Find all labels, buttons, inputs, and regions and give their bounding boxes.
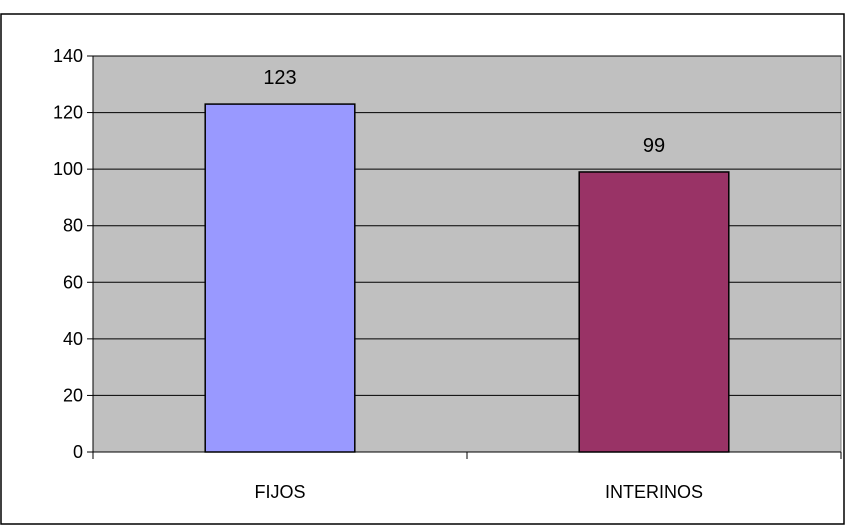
x-tick-label-fijos: FIJOS xyxy=(254,482,305,502)
y-tick-label: 60 xyxy=(63,272,83,292)
data-labels: 123 99 xyxy=(263,67,665,157)
y-tick-label: 80 xyxy=(63,216,83,236)
bar-fijos xyxy=(204,103,356,453)
data-label-fijos: 123 xyxy=(263,67,296,89)
bar-interinos xyxy=(578,171,730,453)
y-tick-label: 140 xyxy=(53,46,83,66)
y-tick-label: 120 xyxy=(53,103,83,123)
y-tick-label: 100 xyxy=(53,159,83,179)
x-axis: FIJOS INTERINOS xyxy=(92,451,842,502)
data-label-interinos: 99 xyxy=(643,135,665,157)
x-tick-label-interinos: INTERINOS xyxy=(605,482,703,502)
y-tick-label: 0 xyxy=(73,442,83,462)
y-axis: 0 20 40 60 80 100 120 140 xyxy=(53,46,94,462)
y-tick-label: 20 xyxy=(63,385,83,405)
bars xyxy=(204,103,730,453)
y-tick-label: 40 xyxy=(63,329,83,349)
